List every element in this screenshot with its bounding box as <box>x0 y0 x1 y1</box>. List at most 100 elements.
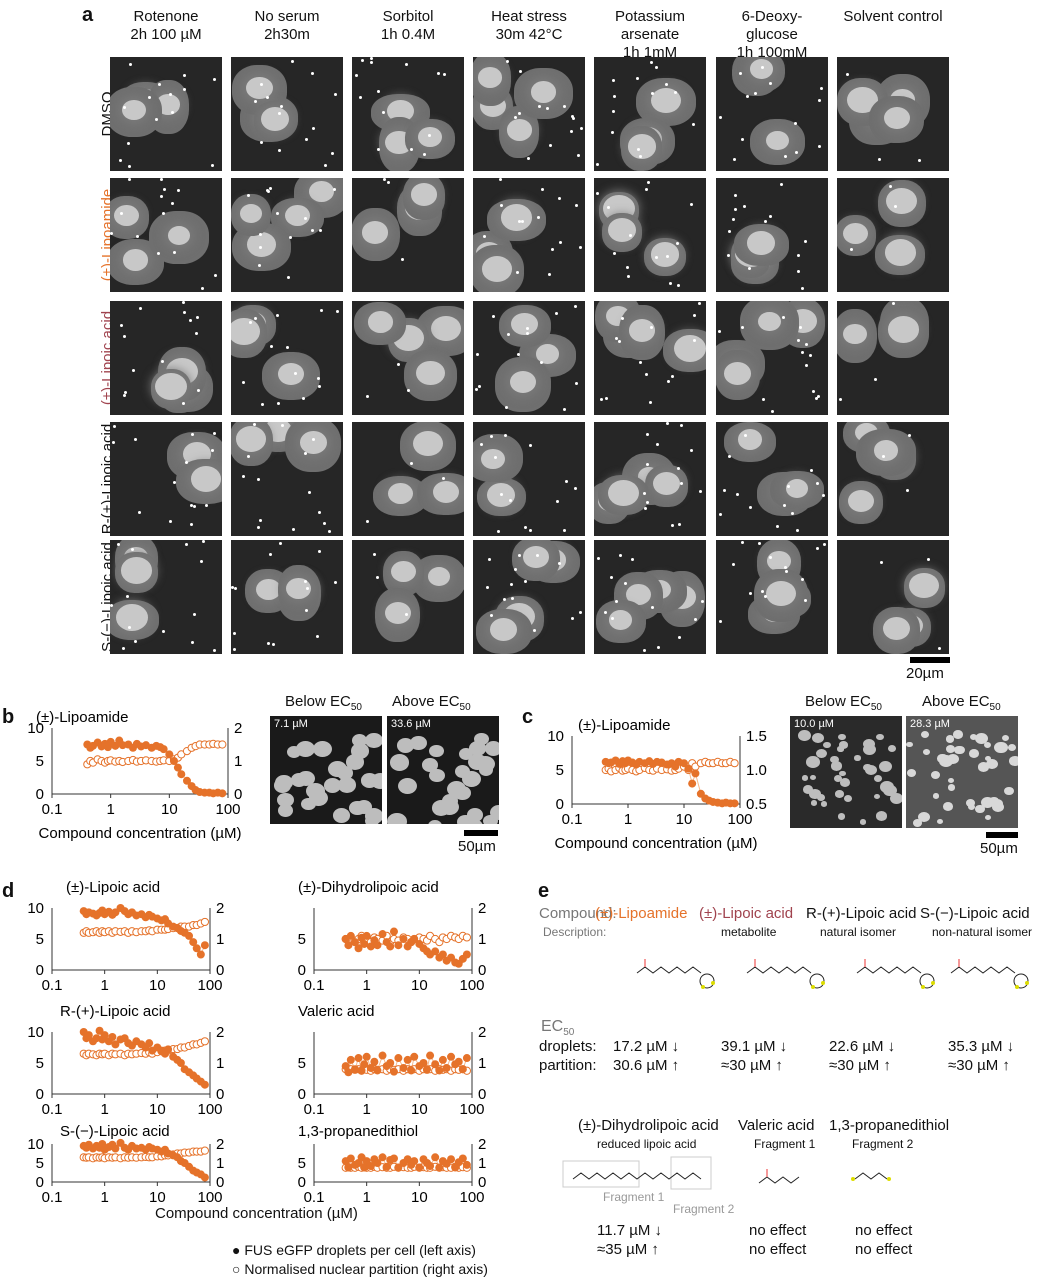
droplet <box>727 455 731 459</box>
y-tick-label-right: 0 <box>216 962 224 979</box>
droplet <box>740 540 744 544</box>
partition-point <box>218 740 227 749</box>
droplet <box>254 100 258 104</box>
x-tick-label: 0.1 <box>42 1189 63 1206</box>
droplet <box>665 255 669 259</box>
droplet <box>233 648 237 652</box>
droplet <box>791 511 795 515</box>
droplet <box>479 442 483 446</box>
droplet <box>626 275 630 279</box>
x-tick-label: 10 <box>411 1189 428 1206</box>
droplet <box>647 181 651 185</box>
micrograph-cell <box>837 422 949 536</box>
droplet <box>290 59 294 63</box>
panel-b-below-label: Below EC50 <box>285 693 362 713</box>
droplet-point <box>373 941 382 950</box>
droplet <box>200 559 204 563</box>
droplet <box>654 255 658 259</box>
column-header-line: 1h 1mM <box>622 44 678 61</box>
x-tick-label: 0.1 <box>304 1189 325 1206</box>
droplet <box>269 186 273 190</box>
droplet <box>764 595 768 599</box>
droplet-point <box>403 1155 412 1164</box>
ec-partition-lipoic-acid: ≈30 µM ↑ <box>721 1057 783 1074</box>
droplet <box>123 105 127 109</box>
droplet <box>636 148 640 152</box>
micrograph-nucleus <box>837 746 844 752</box>
micrograph-nucleus <box>422 758 438 772</box>
column-header-line: Heat stress <box>491 8 567 25</box>
droplet <box>644 507 648 511</box>
droplet <box>693 618 697 622</box>
micrograph-nucleus <box>457 815 475 824</box>
droplet <box>680 482 684 486</box>
droplet <box>510 583 514 587</box>
cell-nucleus <box>873 440 899 461</box>
droplet <box>159 178 163 182</box>
y-tick-label-left: 10 <box>27 720 44 737</box>
droplet <box>128 165 132 169</box>
micrograph-cell <box>716 57 828 171</box>
y-tick-label-right: 0 <box>216 1174 224 1191</box>
micrograph-nucleus <box>820 801 828 807</box>
y-tick-label-right: 2 <box>478 1136 486 1153</box>
droplet <box>525 331 529 335</box>
droplet <box>185 460 189 464</box>
micrograph-nucleus <box>906 741 913 748</box>
cell-nucleus <box>235 426 267 452</box>
cell-nucleus <box>509 371 537 394</box>
micrograph-nucleus <box>429 768 445 782</box>
droplet-point <box>360 939 369 948</box>
y-tick-label-right: 0 <box>478 1174 486 1191</box>
droplet <box>645 501 649 505</box>
cell-nucleus <box>625 583 651 605</box>
droplet-point <box>182 776 191 785</box>
micrograph-nucleus <box>1009 755 1018 766</box>
droplet-point <box>394 1054 403 1063</box>
droplet <box>259 83 263 87</box>
droplet <box>354 73 358 77</box>
droplet <box>128 178 132 182</box>
cell-nucleus <box>247 232 277 258</box>
droplet <box>728 229 732 233</box>
column-header-line: 2h 100 µM <box>130 26 202 43</box>
fragment-desc-propanedithiol: Fragment 2 <box>852 1137 914 1151</box>
droplet <box>202 540 206 544</box>
droplet <box>171 201 175 205</box>
droplet <box>503 433 507 437</box>
micrograph-nucleus <box>815 748 827 759</box>
droplet <box>613 94 617 98</box>
droplet <box>536 215 540 219</box>
chart-title: S-(−)-Lipoic acid <box>60 1123 170 1140</box>
y-tick-label-left: 0 <box>36 962 44 979</box>
micrograph-nucleus <box>839 741 848 749</box>
droplet-point <box>410 1052 419 1061</box>
y-tick-label-left: 5 <box>36 1155 44 1172</box>
micrograph-nucleus <box>873 793 880 800</box>
droplet <box>610 576 614 580</box>
droplet <box>499 204 503 208</box>
column-header-line: Solvent control <box>843 8 943 25</box>
micrograph-nucleus <box>277 792 294 807</box>
droplet <box>562 528 566 532</box>
droplet <box>517 220 521 224</box>
droplet <box>443 73 447 77</box>
droplet <box>213 648 217 652</box>
micrograph-nucleus <box>387 813 407 824</box>
y-tick-label-left: 0 <box>298 1086 306 1103</box>
droplet <box>159 195 163 199</box>
cell-nucleus <box>887 316 920 344</box>
droplet <box>877 158 881 162</box>
micrograph-nucleus <box>305 783 325 800</box>
droplet-point <box>111 1144 120 1153</box>
droplet <box>794 121 798 125</box>
droplet <box>305 138 309 142</box>
cell-nucleus <box>427 566 451 587</box>
droplet-point <box>680 759 688 768</box>
droplet <box>194 331 198 335</box>
x-tick-label: 10 <box>411 1101 428 1118</box>
y-tick-label-right: 1 <box>216 1055 224 1072</box>
micrograph-cell <box>110 301 222 415</box>
droplet <box>570 129 574 133</box>
droplet <box>818 99 822 103</box>
